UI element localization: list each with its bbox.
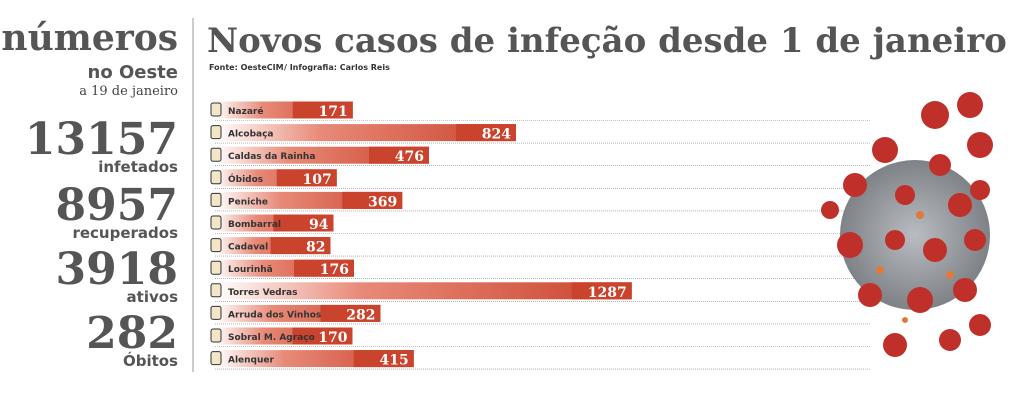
- virus-illustration: [821, 92, 993, 357]
- stat-label: Óbitos: [123, 351, 178, 370]
- crest-icon: [210, 260, 222, 275]
- category-label: Peniche: [228, 197, 268, 207]
- crest-icon: [210, 125, 222, 140]
- source: Fonte: OesteCIM: [209, 63, 284, 72]
- stat-value: 282: [86, 308, 178, 359]
- value-label: 107: [303, 172, 332, 188]
- bar-end: [342, 191, 403, 209]
- value-label: 476: [395, 149, 424, 165]
- value-label: 94: [309, 217, 329, 233]
- category-label: Óbidos: [228, 173, 263, 185]
- bar-end: [456, 124, 516, 142]
- crest-icon: [210, 283, 222, 298]
- crest-icon: [210, 305, 222, 320]
- bar-end: [292, 327, 353, 345]
- value-label: 369: [368, 194, 397, 210]
- category-label: Alcobaça: [228, 130, 274, 140]
- value-label: 82: [306, 240, 325, 256]
- category-label: Nazaré: [228, 106, 263, 117]
- sidebar-date: a 19 de janeiro: [79, 84, 178, 99]
- category-label: Lourinhã: [228, 265, 273, 275]
- bar-end: [571, 282, 632, 300]
- value-label: 415: [380, 353, 409, 369]
- category-label: Sobral M. Agraço: [228, 333, 315, 343]
- bar-end: [273, 214, 334, 232]
- category-label: Caldas da Rainha: [228, 152, 315, 162]
- value-label: 282: [346, 307, 375, 323]
- stat-label: infetados: [98, 158, 178, 176]
- bar-end: [353, 350, 414, 368]
- stat-value: 3918: [56, 244, 178, 295]
- value-label: 824: [482, 127, 511, 143]
- bar-end: [276, 169, 337, 187]
- bar-end: [292, 101, 353, 119]
- value-label: 171: [319, 104, 348, 120]
- credit: / Infografia: Carlos Reis: [284, 63, 390, 72]
- stat-label: recuperados: [72, 224, 178, 242]
- bar: [215, 124, 516, 142]
- value-label: 1287: [588, 285, 627, 301]
- bar-end: [270, 237, 331, 255]
- crest-icon: [210, 351, 222, 366]
- bar-end: [369, 146, 429, 164]
- crest-icon: [210, 147, 222, 162]
- crest-icon: [210, 170, 222, 185]
- value-label: 170: [318, 330, 347, 346]
- category-label: Torres Vedras: [228, 288, 298, 298]
- category-label: Bombarral: [228, 220, 281, 230]
- category-label: Arruda dos Vinhos: [228, 310, 321, 320]
- crest-icon: [210, 328, 222, 343]
- sidebar-region: no Oeste: [88, 62, 178, 83]
- bar-end: [320, 304, 381, 322]
- stat-value: 13157: [25, 114, 178, 165]
- crest-icon: [210, 102, 222, 117]
- crest-icon: [210, 192, 222, 207]
- value-label: 176: [320, 262, 349, 278]
- bar: [215, 282, 632, 300]
- chart-title: Novos casos de infeção desde 1 de janeir…: [207, 21, 1007, 61]
- category-label: Alenquer: [228, 356, 275, 366]
- crest-icon: [210, 238, 222, 253]
- sidebar-heading: números: [1, 17, 178, 59]
- crest-icon: [210, 215, 222, 230]
- stat-value: 8957: [56, 180, 178, 231]
- stat-label: ativos: [127, 288, 179, 306]
- category-label: Cadaval: [228, 243, 268, 253]
- bar-end: [294, 259, 354, 277]
